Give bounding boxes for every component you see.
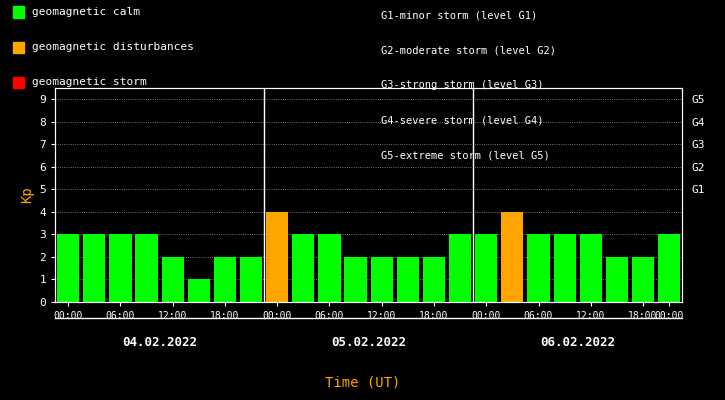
Text: geomagnetic storm: geomagnetic storm [31,77,146,87]
Text: geomagnetic disturbances: geomagnetic disturbances [31,42,194,52]
Bar [292,234,315,302]
Bar [449,234,471,302]
Bar [162,257,184,302]
Text: Time (UT): Time (UT) [325,375,400,389]
Bar [527,234,550,302]
Text: 05.02.2022: 05.02.2022 [331,336,406,349]
Text: 04.02.2022: 04.02.2022 [122,336,197,349]
Bar [57,234,79,302]
Text: G5-extreme storm (level G5): G5-extreme storm (level G5) [381,151,550,161]
Bar [214,257,236,302]
Text: G3-strong storm (level G3): G3-strong storm (level G3) [381,80,543,90]
Y-axis label: Kp: Kp [20,187,34,203]
Bar [606,257,628,302]
Bar [83,234,105,302]
Bar [397,257,419,302]
Bar [266,212,289,302]
Text: geomagnetic calm: geomagnetic calm [31,7,139,17]
Bar [370,257,393,302]
Bar [475,234,497,302]
Bar [501,212,523,302]
Text: G4-severe storm (level G4): G4-severe storm (level G4) [381,116,543,126]
Text: G2-moderate storm (level G2): G2-moderate storm (level G2) [381,45,555,55]
Bar [136,234,157,302]
Bar [553,234,576,302]
Bar [344,257,367,302]
Bar [423,257,445,302]
Text: 06.02.2022: 06.02.2022 [540,336,616,349]
Bar [580,234,602,302]
Bar [632,257,654,302]
Bar [109,234,131,302]
Bar [318,234,341,302]
Text: G1-minor storm (level G1): G1-minor storm (level G1) [381,10,537,20]
Bar [658,234,680,302]
Bar [240,257,262,302]
Bar [188,280,210,302]
